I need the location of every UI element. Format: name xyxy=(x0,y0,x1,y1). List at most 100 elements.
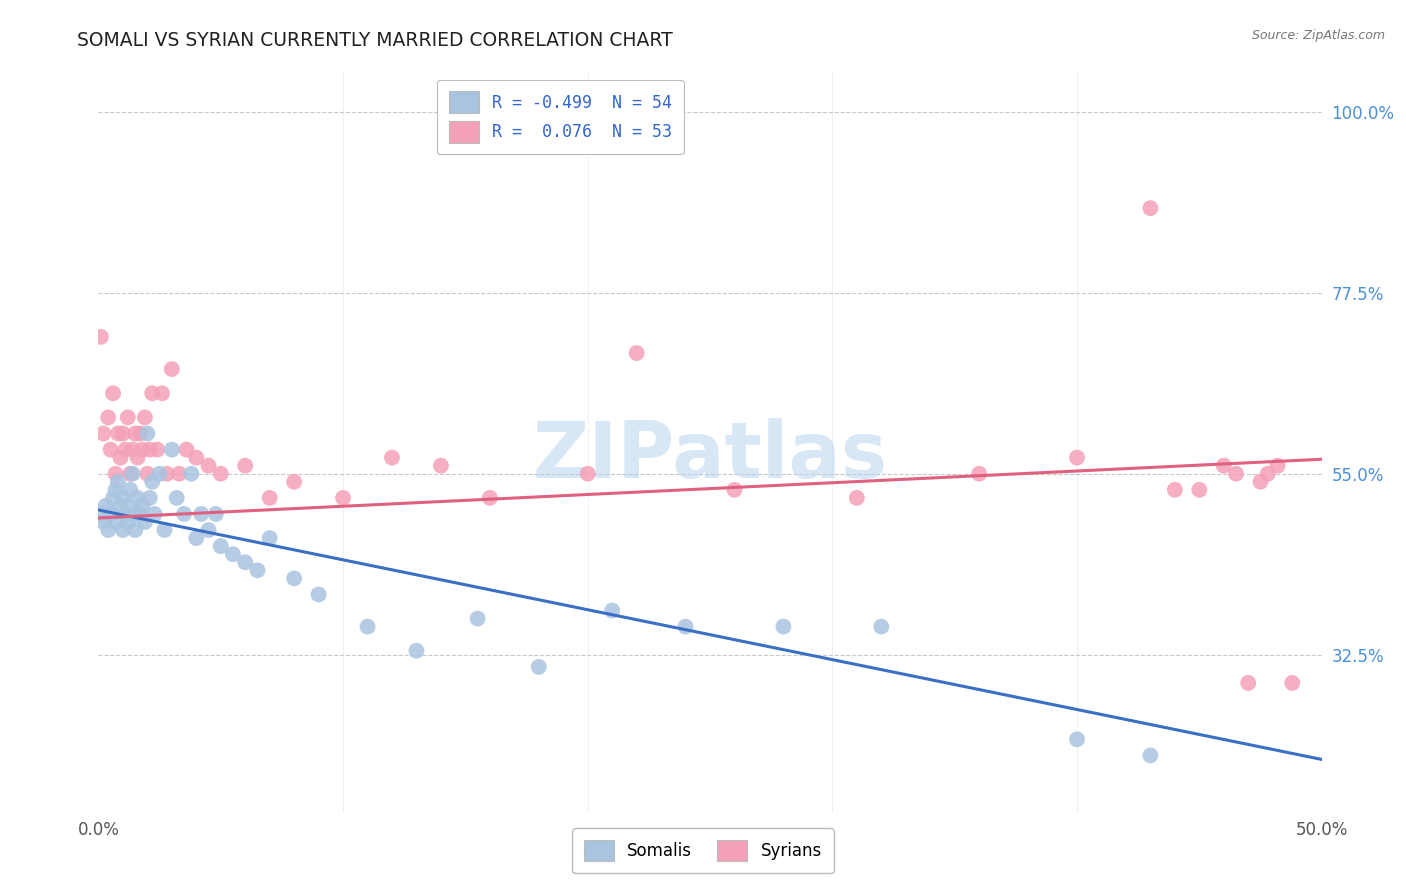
Point xyxy=(146,442,169,457)
Point xyxy=(97,523,120,537)
Point xyxy=(150,386,173,401)
Point xyxy=(120,467,142,481)
Point xyxy=(90,330,112,344)
Point xyxy=(173,507,195,521)
Point xyxy=(259,491,281,505)
Point xyxy=(90,507,112,521)
Point xyxy=(405,644,427,658)
Point xyxy=(1066,450,1088,465)
Point xyxy=(97,410,120,425)
Point xyxy=(114,442,136,457)
Point xyxy=(1237,676,1260,690)
Point xyxy=(166,491,188,505)
Point xyxy=(101,386,124,401)
Point xyxy=(111,523,134,537)
Point xyxy=(259,531,281,545)
Point xyxy=(91,515,114,529)
Point xyxy=(104,483,127,497)
Point xyxy=(870,619,893,633)
Point xyxy=(381,450,404,465)
Point xyxy=(190,507,212,521)
Point xyxy=(110,450,132,465)
Point xyxy=(467,611,489,625)
Point xyxy=(1281,676,1303,690)
Point xyxy=(205,507,228,521)
Point xyxy=(117,410,139,425)
Point xyxy=(121,442,143,457)
Point xyxy=(110,499,132,513)
Text: SOMALI VS SYRIAN CURRENTLY MARRIED CORRELATION CHART: SOMALI VS SYRIAN CURRENTLY MARRIED CORRE… xyxy=(77,31,673,50)
Point xyxy=(139,442,162,457)
Point xyxy=(134,410,156,425)
Point xyxy=(111,491,134,505)
Point xyxy=(131,442,153,457)
Point xyxy=(1188,483,1211,497)
Point xyxy=(283,475,305,489)
Point xyxy=(136,467,159,481)
Point xyxy=(176,442,198,457)
Point xyxy=(136,426,159,441)
Point xyxy=(107,475,129,489)
Point xyxy=(101,491,124,505)
Point xyxy=(160,442,183,457)
Point xyxy=(117,515,139,529)
Point xyxy=(131,499,153,513)
Point xyxy=(723,483,745,497)
Point xyxy=(675,619,697,633)
Point xyxy=(120,483,142,497)
Point xyxy=(308,587,330,601)
Point xyxy=(141,475,163,489)
Text: ZIPatlas: ZIPatlas xyxy=(533,418,887,494)
Point xyxy=(1139,201,1161,215)
Legend: R = -0.499  N = 54, R =  0.076  N = 53: R = -0.499 N = 54, R = 0.076 N = 53 xyxy=(437,79,683,154)
Point xyxy=(186,450,208,465)
Point xyxy=(167,467,190,481)
Point xyxy=(117,499,139,513)
Point xyxy=(1257,467,1279,481)
Point xyxy=(626,346,648,360)
Point xyxy=(94,499,117,513)
Point xyxy=(149,467,172,481)
Point xyxy=(209,539,232,553)
Legend: Somalis, Syrians: Somalis, Syrians xyxy=(572,828,834,873)
Point xyxy=(129,426,152,441)
Point xyxy=(134,515,156,529)
Text: Source: ZipAtlas.com: Source: ZipAtlas.com xyxy=(1251,29,1385,42)
Point xyxy=(1249,475,1271,489)
Point xyxy=(104,515,127,529)
Point xyxy=(576,467,599,481)
Point xyxy=(197,458,219,473)
Point xyxy=(478,491,501,505)
Point xyxy=(772,619,794,633)
Point xyxy=(1164,483,1187,497)
Point xyxy=(121,467,143,481)
Point xyxy=(209,467,232,481)
Point xyxy=(104,467,127,481)
Point xyxy=(127,491,149,505)
Point xyxy=(114,507,136,521)
Point xyxy=(1267,458,1289,473)
Point xyxy=(180,467,202,481)
Point xyxy=(1212,458,1234,473)
Point xyxy=(129,507,152,521)
Point xyxy=(222,547,245,561)
Point xyxy=(91,426,114,441)
Point xyxy=(1225,467,1247,481)
Point xyxy=(967,467,990,481)
Point xyxy=(283,571,305,585)
Point xyxy=(139,491,162,505)
Point xyxy=(124,507,146,521)
Point xyxy=(1066,732,1088,747)
Point xyxy=(845,491,868,505)
Point xyxy=(100,442,122,457)
Point xyxy=(141,386,163,401)
Point xyxy=(124,523,146,537)
Point xyxy=(233,458,256,473)
Point xyxy=(527,660,550,674)
Point xyxy=(233,555,256,569)
Point xyxy=(111,426,134,441)
Point xyxy=(143,507,166,521)
Point xyxy=(156,467,179,481)
Point xyxy=(246,563,269,577)
Point xyxy=(356,619,378,633)
